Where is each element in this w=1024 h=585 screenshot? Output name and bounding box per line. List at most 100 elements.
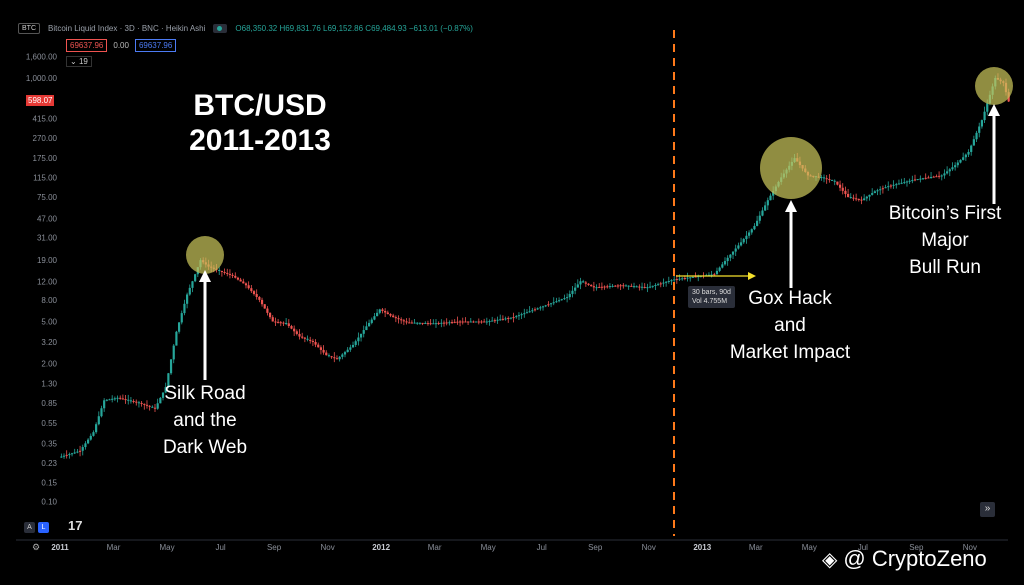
candle-body — [167, 373, 170, 388]
candle-body — [841, 187, 844, 191]
candle-body — [354, 341, 357, 345]
candle-body — [469, 321, 472, 323]
candle-body — [659, 283, 662, 285]
indicators-toggle[interactable]: ⌄ 19 — [66, 56, 92, 67]
candle-body — [635, 286, 638, 288]
y-tick-label: 19.00 — [37, 256, 58, 265]
candle-body — [135, 401, 138, 403]
candle-body — [105, 399, 108, 401]
candle-body — [341, 354, 344, 357]
candle-body — [247, 285, 250, 289]
double-chevron-right-icon[interactable]: » — [980, 502, 995, 517]
candle-body — [670, 280, 673, 282]
candle-body — [517, 315, 521, 317]
buy-button[interactable]: 69637.96 — [134, 39, 177, 52]
candle-body — [378, 309, 381, 313]
candle-body — [820, 177, 823, 179]
annotation-line: Bitcoin’s First — [888, 203, 1002, 224]
candle-body — [475, 321, 478, 323]
candle-body — [119, 397, 122, 399]
candle-body — [986, 103, 989, 112]
candle-body — [86, 439, 90, 444]
candle-body — [566, 297, 569, 299]
annotation-line: Silk Road — [164, 383, 246, 404]
candle-body — [959, 159, 962, 163]
candle-body — [723, 261, 727, 265]
candle-body — [758, 215, 761, 221]
candle-body — [983, 111, 986, 121]
candle-body — [656, 284, 660, 286]
candle-body — [539, 307, 542, 309]
candle-body — [357, 337, 360, 342]
candle-body — [913, 179, 917, 181]
y-tick-label: 0.85 — [41, 399, 57, 408]
annotation-bull-run: Bitcoin’s First Major Bull Run — [865, 200, 1024, 281]
candle-body — [887, 186, 890, 188]
candle-body — [694, 276, 697, 278]
annotation-line: Dark Web — [162, 437, 248, 458]
candle-body — [838, 184, 842, 188]
log-scale-button[interactable]: L — [38, 522, 49, 533]
candle-body — [908, 180, 911, 182]
x-tick-label: 2011 — [51, 543, 69, 552]
candle-body — [242, 281, 245, 284]
candle-body — [145, 404, 149, 406]
candle-body — [825, 178, 828, 180]
candle-body — [980, 120, 984, 127]
candle-body — [183, 303, 186, 314]
chart-header: BTC Bitcoin Liquid Index · 3D · BNC · He… — [18, 20, 473, 36]
y-tick-label: 5.00 — [41, 317, 57, 326]
candle-body — [830, 179, 834, 181]
candle-body — [84, 443, 87, 448]
candle-body — [822, 177, 826, 179]
candle-body — [753, 225, 756, 230]
candle-body — [127, 399, 130, 401]
gear-icon[interactable]: ⚙ — [32, 542, 41, 552]
candle-body — [161, 392, 165, 398]
candle-body — [493, 320, 496, 322]
y-tick-label: 2.00 — [41, 360, 57, 369]
candle-body — [587, 283, 590, 285]
candle-body — [499, 319, 502, 321]
candle-body — [665, 281, 668, 283]
candle-body — [828, 179, 831, 181]
candle-body — [303, 337, 306, 339]
candle-body — [515, 316, 518, 318]
candle-body — [520, 314, 523, 316]
candle-body — [975, 132, 978, 140]
candle-body — [477, 321, 480, 323]
candle-body — [293, 328, 296, 332]
candle-body — [549, 303, 553, 305]
tradingview-logo[interactable]: 17 — [68, 518, 83, 533]
candle-body — [678, 278, 681, 280]
annotation-line: Market Impact — [729, 342, 851, 363]
x-tick-label: Mar — [107, 543, 121, 552]
symbol-search[interactable]: BTC — [18, 22, 40, 34]
candle-body — [713, 274, 716, 276]
candle-body — [175, 331, 178, 346]
candle-body — [868, 194, 871, 197]
candle-body — [978, 126, 981, 133]
sell-button[interactable]: 69637.96 — [66, 39, 108, 52]
candle-body — [574, 287, 577, 291]
x-tick-label: Sep — [267, 543, 282, 552]
candle-body — [408, 322, 411, 324]
eye-icon[interactable] — [213, 23, 228, 33]
candle-body — [606, 286, 609, 288]
candle-body — [509, 317, 513, 319]
measure-arrow-head — [748, 272, 756, 280]
candle-body — [255, 294, 258, 297]
y-tick-label: 8.00 — [41, 296, 57, 305]
ohlc-readout: O68,350.32 H69,831.76 L69,152.86 C69,484… — [235, 23, 473, 33]
candle-body — [384, 310, 387, 313]
auto-scale-button[interactable]: A — [24, 522, 35, 533]
candle-body — [836, 181, 839, 185]
candle-body — [234, 275, 237, 278]
candle-body — [919, 178, 922, 180]
y-tick-label: 415.00 — [33, 114, 58, 123]
candle-body — [453, 321, 456, 323]
y-tick-label: 0.10 — [41, 497, 57, 506]
y-tick-label: 0.55 — [41, 419, 57, 428]
y-tick-label: 47.00 — [37, 215, 58, 224]
